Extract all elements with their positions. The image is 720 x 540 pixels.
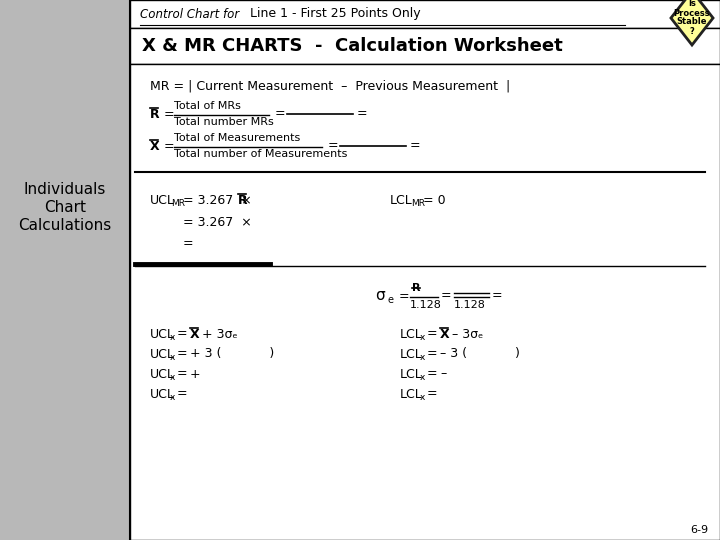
Text: x: x	[420, 354, 426, 362]
Text: Calculations: Calculations	[19, 219, 112, 233]
Text: =: =	[395, 289, 410, 302]
Text: x: x	[170, 334, 176, 342]
Text: MR: MR	[411, 199, 425, 208]
Bar	[130, 64, 720, 540]
Text: =: =	[177, 388, 188, 401]
Text: X: X	[150, 139, 160, 152]
Text: =: =	[160, 107, 175, 120]
Text: Total number of Measurements: Total number of Measurements	[174, 149, 347, 159]
Text: =: =	[183, 238, 194, 251]
Text: + 3 (            ): + 3 ( )	[190, 348, 274, 361]
Text: =: =	[441, 289, 451, 302]
Text: x: x	[420, 374, 426, 382]
Text: x: x	[170, 394, 176, 402]
Text: LCL: LCL	[400, 388, 423, 401]
Text: R: R	[150, 107, 160, 120]
Text: LCL: LCL	[400, 327, 423, 341]
Text: MR: MR	[171, 199, 185, 208]
Text: UCL: UCL	[150, 388, 175, 401]
Text: 1.128: 1.128	[454, 300, 486, 310]
Text: Process: Process	[674, 9, 711, 17]
Text: LCL: LCL	[400, 348, 423, 361]
Text: Individuals: Individuals	[24, 183, 106, 198]
Text: Total of Measurements: Total of Measurements	[174, 133, 300, 143]
Text: X & MR CHARTS  -  Calculation Worksheet: X & MR CHARTS - Calculation Worksheet	[142, 37, 563, 55]
Text: =: =	[177, 348, 188, 361]
Text: Total of MRs: Total of MRs	[174, 101, 241, 111]
Text: R: R	[412, 283, 420, 293]
Text: = 3.267  ×: = 3.267 ×	[183, 215, 252, 228]
Bar	[130, 28, 720, 64]
Bar	[0, 0, 130, 540]
Text: = 0: = 0	[423, 193, 446, 206]
Text: LCL: LCL	[400, 368, 423, 381]
Text: –: –	[440, 368, 446, 381]
Text: UCL: UCL	[150, 193, 175, 206]
Text: – 3 (            ): – 3 ( )	[440, 348, 520, 361]
Text: =: =	[427, 388, 438, 401]
Polygon shape	[671, 0, 713, 45]
Text: x: x	[420, 334, 426, 342]
Text: Chart: Chart	[44, 200, 86, 215]
Text: σ: σ	[375, 288, 384, 303]
Text: =: =	[410, 139, 420, 152]
Text: =: =	[427, 348, 438, 361]
Text: R: R	[238, 193, 248, 206]
Text: x: x	[170, 374, 176, 382]
Text: ?: ?	[690, 26, 694, 36]
Text: =: =	[357, 107, 368, 120]
Bar	[130, 0, 720, 540]
Text: X: X	[440, 327, 449, 341]
Text: MR = | Current Measurement  –  Previous Measurement  |: MR = | Current Measurement – Previous Me…	[150, 79, 510, 92]
Text: x: x	[170, 354, 176, 362]
Text: + 3σₑ: + 3σₑ	[202, 327, 238, 341]
Text: Line 1 - First 25 Points Only: Line 1 - First 25 Points Only	[250, 6, 420, 19]
Text: – 3σₑ: – 3σₑ	[452, 327, 483, 341]
Text: = 3.267  ×: = 3.267 ×	[183, 193, 260, 206]
Text: +: +	[190, 368, 201, 381]
Text: Is: Is	[688, 0, 696, 9]
Text: Stable: Stable	[677, 17, 707, 26]
Text: e: e	[387, 295, 393, 305]
Text: =: =	[177, 327, 188, 341]
Text: =: =	[177, 368, 188, 381]
Text: Total number MRs: Total number MRs	[174, 117, 274, 127]
Text: UCL: UCL	[150, 368, 175, 381]
Text: UCL: UCL	[150, 327, 175, 341]
Text: 6-9: 6-9	[690, 525, 708, 535]
Text: LCL: LCL	[390, 193, 413, 206]
Text: =: =	[160, 139, 175, 152]
Text: =: =	[275, 107, 286, 120]
Text: =: =	[328, 139, 338, 152]
Text: =: =	[427, 327, 438, 341]
Text: X: X	[190, 327, 199, 341]
Bar	[130, 0, 720, 28]
Text: =: =	[492, 289, 503, 302]
Text: UCL: UCL	[150, 348, 175, 361]
Text: =: =	[427, 368, 438, 381]
Text: x: x	[420, 394, 426, 402]
Text: Control Chart for: Control Chart for	[140, 8, 239, 21]
Text: 1.128: 1.128	[410, 300, 442, 310]
